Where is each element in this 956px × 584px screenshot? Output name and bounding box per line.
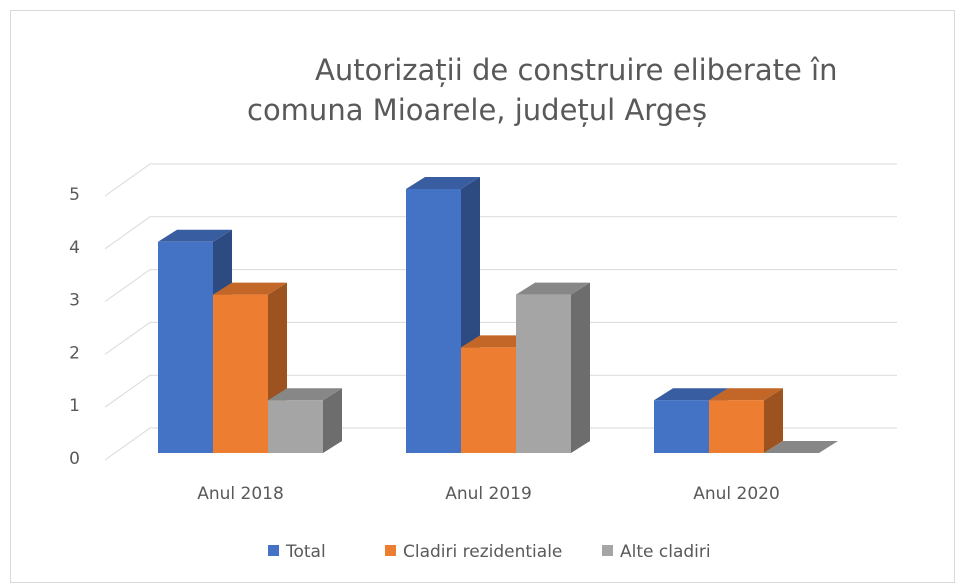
legend-swatch	[268, 545, 279, 556]
grid-line	[104, 163, 151, 197]
bar	[406, 189, 461, 453]
y-tick-label: 1	[69, 396, 80, 416]
x-tick-label: Anul 2018	[197, 484, 284, 504]
bar	[213, 294, 268, 453]
grid-line	[104, 374, 151, 408]
bar	[709, 400, 764, 453]
y-tick-label: 0	[69, 449, 80, 469]
y-tick-label: 3	[69, 291, 80, 311]
legend-swatch	[602, 545, 613, 556]
bar-top	[213, 282, 287, 295]
grid-line	[104, 427, 151, 461]
bar-side	[323, 388, 342, 453]
legend-swatch	[385, 545, 396, 556]
bar-top	[709, 388, 783, 401]
bar	[268, 400, 323, 453]
x-tick-label: Anul 2019	[445, 484, 532, 504]
grid-line	[104, 216, 151, 250]
bar-top	[654, 388, 728, 401]
x-tick-label: Anul 2020	[693, 484, 780, 504]
legend-label: Cladiri rezidentiale	[403, 542, 562, 562]
bar-side	[764, 388, 783, 453]
bar-top	[406, 177, 480, 189]
bar-top	[764, 441, 838, 453]
bar	[654, 400, 709, 453]
bar-side	[571, 282, 590, 453]
legend-label: Total	[285, 542, 326, 562]
bar-top	[158, 229, 232, 242]
grid-line	[104, 269, 151, 303]
y-tick-label: 5	[69, 185, 80, 205]
bar	[158, 241, 213, 453]
bar-top	[268, 388, 342, 401]
y-tick-label: 4	[69, 238, 80, 258]
bar-top	[516, 282, 590, 295]
y-tick-label: 2	[69, 343, 80, 363]
bar	[516, 294, 571, 453]
grid-line	[104, 321, 151, 355]
legend-label: Alte cladiri	[620, 542, 711, 562]
chart-title: Autorizații de construire eliberate în	[315, 53, 838, 87]
chart-title: comuna Mioarele, județul Argeș	[247, 93, 707, 127]
bar	[461, 347, 516, 453]
